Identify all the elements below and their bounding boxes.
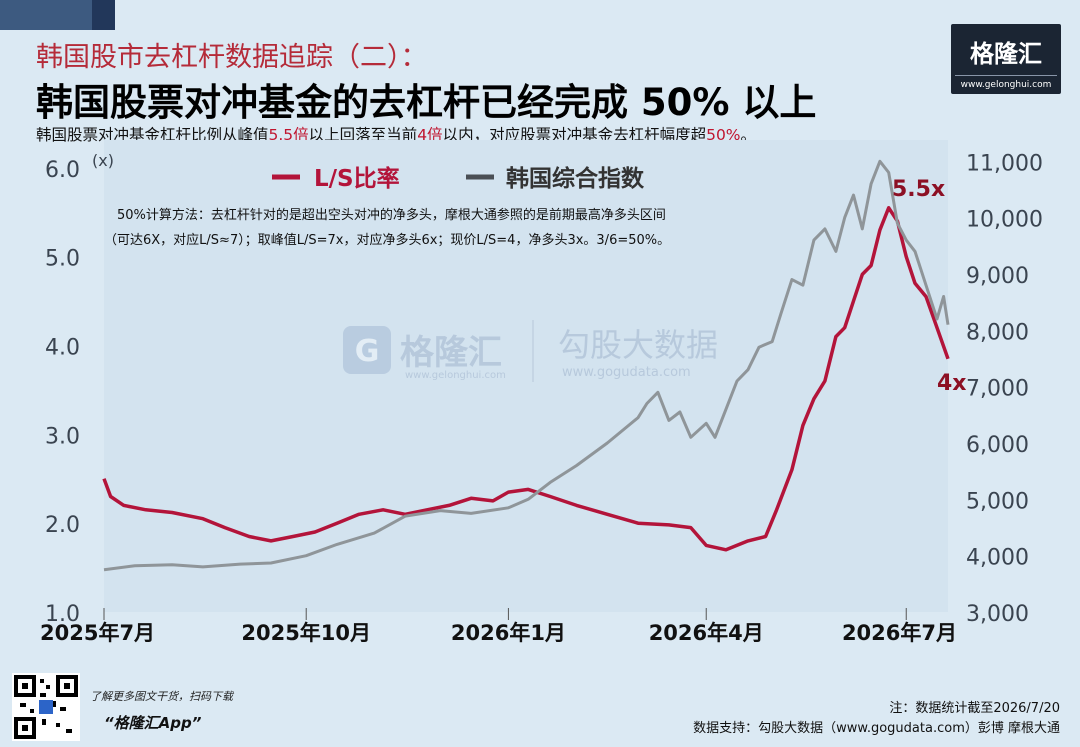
- page-supertitle: 韩国股市去杠杆数据追踪（二）：: [36, 42, 428, 73]
- watermark-url-2: www.gogudata.com: [562, 365, 691, 380]
- watermark-brand-2: 勾股大数据: [558, 326, 718, 364]
- watermark-brand-1: 格隆汇: [400, 333, 502, 373]
- y-right-tick-label: 6,000: [966, 433, 1029, 458]
- subtitle-highlight: 4倍: [417, 126, 443, 144]
- y-left-unit: (x): [92, 151, 114, 170]
- logo-url: www.gelonghui.com: [960, 80, 1052, 90]
- annotation-current-label: 4x: [937, 371, 967, 396]
- series-line-ls-ratio: [102, 206, 950, 552]
- y-left-tick-label: 4.0: [45, 335, 80, 360]
- y-left-tick-label: 6.0: [45, 158, 80, 183]
- logo-text: 格隆汇: [970, 40, 1042, 68]
- method-note-line-2: （可达6X，对应L/S≈7）；取峰值L/S=7x，对应净多头6x；现价L/S=4…: [104, 232, 670, 248]
- y-left-tick-label: 5.0: [45, 247, 80, 272]
- x-tick-label: 2026年4月: [649, 621, 764, 645]
- legend-index-label: 韩国综合指数: [506, 165, 645, 192]
- subtitle-text: 韩国股票对冲基金杠杆比例从峰值: [36, 126, 269, 144]
- corner-decoration: [0, 0, 115, 30]
- page-subtitle: 韩国股票对冲基金杠杆比例从峰值5.5倍以上回落至当前4倍以内，对应股票对冲基金去…: [36, 123, 756, 145]
- y-right-tick-label: 4,000: [966, 546, 1029, 571]
- legend-ls-label: L/S比率: [314, 165, 400, 192]
- y-right-tick-label: 10,000: [966, 208, 1043, 233]
- method-note-line-1: 50%计算方法：去杠杆针对的是超出空头对冲的净多头，摩根大通参照的是前期最高净多…: [117, 207, 666, 223]
- footer-source: 数据支持：勾股大数据（www.gogudata.com）彭博 摩根大通: [693, 721, 1060, 736]
- gelonghui-logo: 格隆汇 www.gelonghui.com: [951, 24, 1061, 94]
- x-tick-label: 2026年7月: [842, 621, 957, 645]
- logo-divider: [955, 75, 1057, 76]
- subtitle-text: 以上回落至当前: [308, 126, 418, 144]
- qr-code-pattern: [14, 675, 78, 739]
- annotation-peak-label: 5.5x: [892, 177, 945, 202]
- page-title: 韩国股票对冲基金的去杠杆已经完成 50% 以上: [36, 81, 817, 124]
- footer-promo: 了解更多图文干货，扫码下载: [90, 690, 233, 703]
- watermark-logo-letter: G: [355, 334, 380, 369]
- subtitle-text: 以内，对应股票对冲基金去杠杆幅度超: [442, 126, 707, 144]
- y-right-tick-label: 9,000: [966, 264, 1029, 289]
- subtitle-text: 。: [740, 126, 757, 144]
- series-line-kospi: [103, 159, 950, 572]
- y-right-tick-label: 8,000: [966, 320, 1029, 345]
- y-right-tick-label: 11,000: [966, 151, 1043, 176]
- y-right-tick-label: 3,000: [966, 602, 1029, 627]
- y-right-tick-label: 7,000: [966, 377, 1029, 402]
- footer-note: 注：数据统计截至2026/7/20: [889, 701, 1060, 716]
- y-left-tick-label: 1.0: [45, 602, 80, 627]
- corner-stripe: [92, 0, 115, 30]
- x-tick-label: 2026年1月: [451, 621, 566, 645]
- subtitle-highlight: 5.5倍: [268, 126, 309, 144]
- watermark-logo-icon: [343, 326, 391, 374]
- y-left-tick-label: 3.0: [45, 424, 80, 449]
- watermark-url-1: www.gelonghui.com: [405, 370, 506, 381]
- y-left-tick-label: 2.0: [45, 513, 80, 538]
- footer-app-name: “格隆汇App”: [104, 714, 202, 732]
- qr-code[interactable]: [12, 673, 80, 741]
- y-right-tick-label: 5,000: [966, 489, 1029, 514]
- x-tick-label: 2025年10月: [241, 621, 371, 645]
- x-tick-label: 2025年7月: [40, 621, 155, 645]
- subtitle-highlight: 50%: [706, 126, 741, 144]
